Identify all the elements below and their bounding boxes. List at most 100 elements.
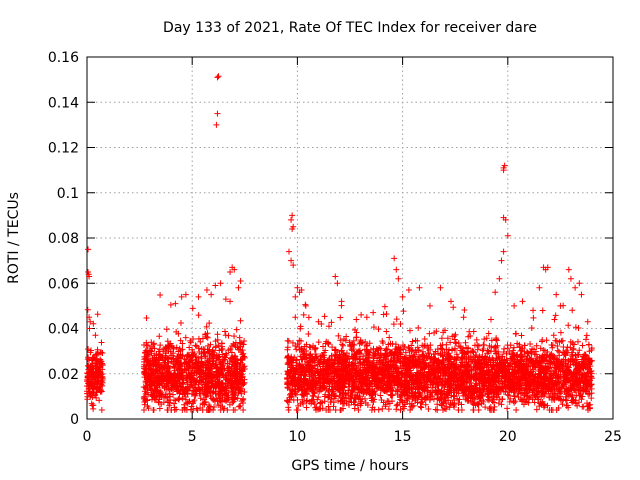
y-tick-label: 0.02: [48, 367, 79, 383]
data-point: [165, 342, 172, 349]
data-point: [190, 336, 197, 343]
data-point: [565, 322, 572, 329]
data-point: [93, 363, 100, 370]
y-tick-label: 0.08: [48, 231, 79, 247]
data-point: [221, 386, 228, 393]
data-point: [94, 311, 101, 318]
data-point: [89, 385, 96, 392]
data-point: [152, 396, 159, 403]
data-point: [189, 305, 196, 312]
data-point: [340, 342, 347, 349]
data-point: [142, 397, 149, 404]
data-point: [221, 328, 228, 335]
data-point: [225, 332, 232, 339]
data-point: [176, 383, 183, 390]
y-tick-label: 0: [70, 412, 79, 428]
data-point: [240, 341, 247, 348]
data-point: [182, 386, 189, 393]
data-point: [222, 354, 229, 361]
data-point: [141, 401, 148, 408]
y-axis-ticks: 00.020.040.060.080.10.120.140.16: [48, 50, 613, 428]
data-point: [557, 329, 564, 336]
data-point: [204, 334, 211, 341]
data-point: [202, 390, 209, 397]
data-point: [480, 341, 487, 348]
data-point: [225, 389, 232, 396]
data-point: [237, 317, 244, 324]
data-point: [224, 392, 231, 399]
data-point: [303, 404, 310, 411]
data-point: [379, 405, 386, 412]
data-point: [572, 324, 579, 331]
data-point: [143, 315, 150, 322]
data-point: [178, 359, 185, 366]
data-point: [97, 359, 104, 366]
data-point: [85, 346, 92, 353]
data-point: [84, 306, 91, 313]
data-point: [226, 401, 233, 408]
x-tick-label: 0: [83, 429, 92, 445]
data-point: [293, 406, 300, 413]
data-point: [98, 371, 105, 378]
data-point: [585, 341, 592, 348]
data-point: [89, 402, 96, 409]
data-point: [193, 343, 200, 350]
data-point: [176, 366, 183, 373]
data-point: [239, 354, 246, 361]
data-point: [164, 399, 171, 406]
data-point: [163, 326, 170, 333]
data-point: [204, 365, 211, 372]
data-point: [381, 303, 388, 310]
data-point: [470, 328, 477, 335]
data-point: [92, 351, 99, 358]
data-point: [92, 369, 99, 376]
data-point: [214, 331, 221, 338]
data-point: [189, 346, 196, 353]
data-point: [188, 403, 195, 410]
data-point: [180, 379, 187, 386]
data-point: [178, 369, 185, 376]
data-point: [551, 316, 558, 323]
data-point: [195, 381, 202, 388]
data-point: [85, 363, 92, 370]
data-point: [227, 346, 234, 353]
data-point: [168, 352, 175, 359]
data-point: [156, 346, 163, 353]
data-point: [177, 319, 184, 326]
data-point: [203, 333, 210, 340]
data-point: [93, 394, 100, 401]
data-point: [95, 367, 102, 374]
data-point: [337, 314, 344, 321]
data-point: [236, 402, 243, 409]
data-point: [98, 339, 105, 346]
data-point: [539, 307, 546, 314]
data-point: [358, 311, 365, 318]
data-point: [236, 334, 243, 341]
x-axis-ticks: 0 5 10 15 20 25: [83, 57, 622, 445]
data-point: [92, 379, 99, 386]
data-points: [84, 73, 595, 413]
x-tick-label: 5: [188, 429, 197, 445]
data-point: [228, 363, 235, 370]
data-point: [96, 397, 103, 404]
data-point: [219, 359, 226, 366]
data-point: [228, 342, 235, 349]
data-point: [238, 398, 245, 405]
data-point: [538, 338, 545, 345]
data-point: [230, 390, 237, 397]
data-point: [482, 404, 489, 411]
data-point: [583, 332, 590, 339]
data-point: [85, 362, 92, 369]
data-point: [210, 406, 217, 413]
data-point: [160, 354, 167, 361]
y-tick-label: 0.04: [48, 322, 79, 338]
data-point: [200, 389, 207, 396]
data-point: [530, 314, 537, 321]
data-point: [383, 328, 390, 335]
data-point: [574, 338, 581, 345]
data-point: [438, 345, 445, 352]
data-point: [231, 333, 238, 340]
data-point: [97, 381, 104, 388]
x-tick-label: 10: [288, 429, 306, 445]
data-point: [569, 307, 576, 314]
